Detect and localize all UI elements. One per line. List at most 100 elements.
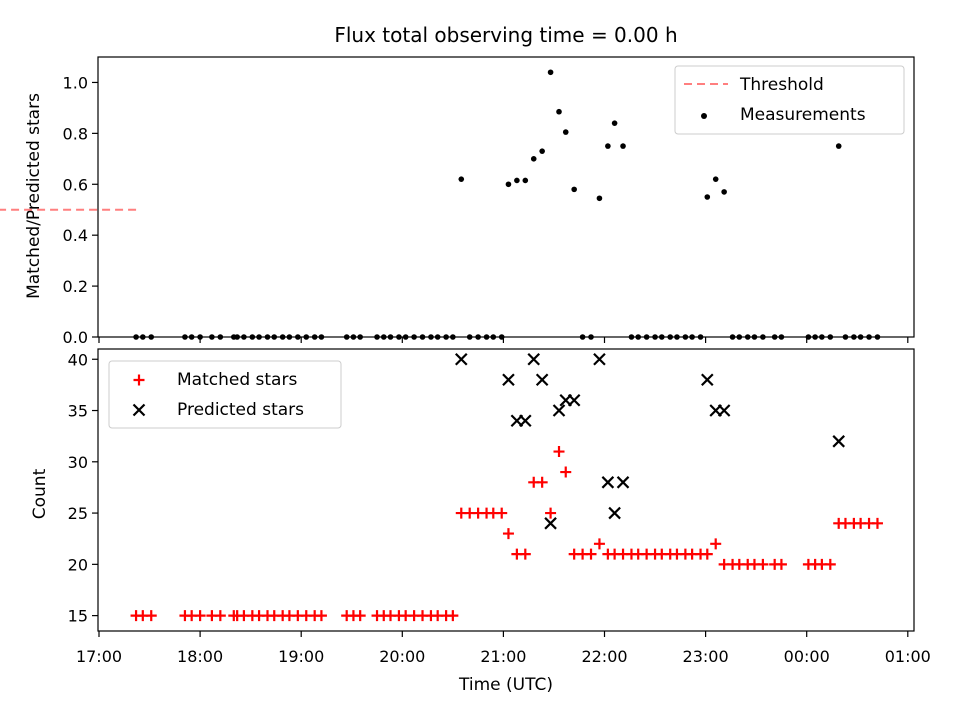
top-panel: Matched/Predicted stars 0.0 0.2 0.4 0.6 0.8 1… <box>0 56 915 347</box>
legend-matched-label: Matched stars <box>177 370 297 390</box>
measurement-point <box>556 108 562 115</box>
bottom-y-tick-label: 30 <box>68 453 88 472</box>
matched-star-point <box>496 507 508 519</box>
matched-star-point <box>871 517 883 529</box>
measurement-point <box>505 181 512 188</box>
legend-predicted-marker <box>132 403 146 417</box>
legend-matched-swatch <box>133 374 145 386</box>
bottom-legend: Matched stars Predicted stars <box>108 360 342 429</box>
top-y-tick-label: 1.0 <box>63 73 88 92</box>
predicted-star-point <box>832 435 845 448</box>
matched-star-point <box>214 610 226 622</box>
top-y-tick-label: 0.2 <box>63 277 88 296</box>
measurement-point <box>605 143 611 149</box>
bottom-y-tick-label: 20 <box>68 555 88 574</box>
x-tick-label: 17:00 <box>76 647 122 666</box>
matched-star-point <box>701 548 713 560</box>
predicted-star-points <box>454 352 845 530</box>
bottom-y-tick-label: 40 <box>68 350 88 369</box>
predicted-star-point <box>601 476 615 489</box>
measurement-point <box>571 186 577 193</box>
bottom-y-axis-label: Count <box>30 468 50 519</box>
top-legend: Threshold Measurements <box>674 65 905 135</box>
chart-title: Flux total observing time = 0.00 h <box>334 23 677 47</box>
matched-star-point <box>757 558 769 570</box>
measurement-point <box>530 156 537 162</box>
x-axis-label: Time (UTC) <box>458 675 553 695</box>
predicted-star-point <box>717 404 731 417</box>
top-y-axis-label: Matched/Predicted stars <box>24 93 44 299</box>
measurement-point <box>620 143 626 149</box>
matched-star-point <box>585 548 597 560</box>
legend-measurement-swatch <box>701 113 707 119</box>
measurement-point <box>596 195 603 202</box>
top-plot-frame <box>97 56 915 338</box>
top-y-tick-label: 0.8 <box>63 124 88 143</box>
matched-star-point <box>354 610 366 622</box>
measurement-point <box>712 176 719 182</box>
bottom-y-ticks: 15 20 25 30 35 40 <box>68 350 98 626</box>
matched-star-point <box>593 538 605 550</box>
x-tick-label: 21:00 <box>480 647 526 666</box>
measurement-point <box>721 189 727 195</box>
legend-matched-marker <box>133 374 145 386</box>
x-tick-label: 00:00 <box>784 647 830 666</box>
predicted-star-point <box>567 393 581 407</box>
measurement-point <box>562 129 569 135</box>
bottom-x-ticks: 17:00 18:00 19:00 20:00 21:00 22:00 23:00 00:00… <box>76 631 931 666</box>
predicted-star-point <box>616 476 630 489</box>
measurement-point <box>547 69 554 76</box>
x-tick-label: 01:00 <box>885 647 931 666</box>
top-legend-box <box>674 65 905 135</box>
top-y-tick-label: 0.0 <box>63 328 88 347</box>
measurement-point <box>522 177 529 184</box>
matched-star-point <box>710 538 722 550</box>
predicted-star-point <box>544 517 557 530</box>
predicted-star-point <box>552 404 566 417</box>
matched-star-point <box>447 610 459 622</box>
bottom-y-tick-label: 25 <box>68 504 88 523</box>
matched-star-point <box>545 507 557 519</box>
predicted-star-point <box>608 506 621 520</box>
x-tick-label: 20:00 <box>379 647 425 666</box>
measurement-point <box>835 143 842 149</box>
matched-star-point <box>553 446 565 458</box>
matched-star-point <box>560 466 572 478</box>
matched-star-point <box>775 558 787 570</box>
matched-star-point <box>145 610 157 622</box>
matched-star-point <box>194 610 206 622</box>
legend-measurement-label: Measurements <box>740 105 866 125</box>
matched-star-point <box>519 548 531 560</box>
x-tick-label: 22:00 <box>581 647 627 666</box>
predicted-star-point <box>502 373 515 387</box>
measurement-point <box>514 177 520 184</box>
x-tick-label: 18:00 <box>177 647 223 666</box>
matched-star-point <box>502 528 514 540</box>
bottom-y-tick-label: 35 <box>68 402 88 421</box>
legend-predicted-label: Predicted stars <box>177 400 304 420</box>
matched-star-points <box>130 446 883 622</box>
measurement-point <box>539 148 545 154</box>
predicted-star-point <box>593 352 606 366</box>
measurement-point <box>704 194 711 200</box>
bottom-legend-box <box>108 360 342 429</box>
measurement-point <box>611 120 618 126</box>
predicted-star-point <box>701 373 714 387</box>
predicted-star-point <box>527 352 541 366</box>
matched-star-point <box>536 476 548 488</box>
x-tick-label: 19:00 <box>278 647 324 666</box>
bottom-panel: Count Time (UTC) 15 20 25 30 35 40 17:00 18:00… <box>30 348 931 695</box>
measurement-point <box>458 176 465 182</box>
top-y-ticks: 0.0 0.2 0.4 0.6 0.8 1.0 <box>63 73 98 347</box>
legend-threshold-label: Threshold <box>739 75 824 95</box>
predicted-star-point <box>519 414 532 428</box>
bottom-plot-frame <box>97 348 915 632</box>
x-tick-label: 23:00 <box>683 647 729 666</box>
predicted-star-point <box>535 373 549 387</box>
top-y-tick-label: 0.6 <box>63 175 88 194</box>
legend-predicted-swatch <box>132 403 146 417</box>
top-y-tick-label: 0.4 <box>63 226 88 245</box>
bottom-y-tick-label: 15 <box>68 607 88 626</box>
matched-star-point <box>824 558 836 570</box>
matched-star-point <box>315 610 327 622</box>
